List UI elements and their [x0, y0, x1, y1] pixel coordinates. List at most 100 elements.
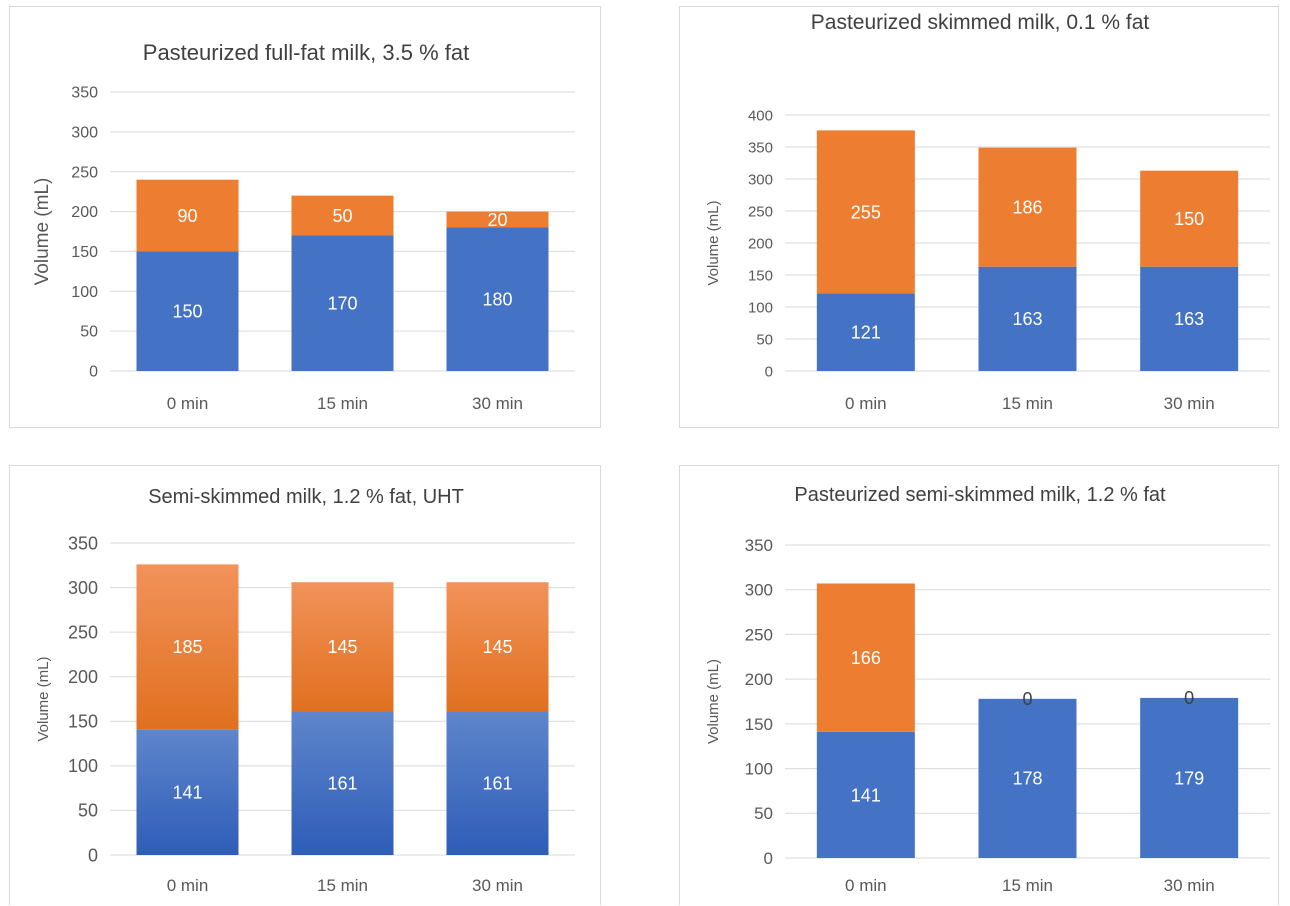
bar-top: [291, 582, 394, 712]
chart-panel-full-fat: Pasteurized full-fat milk, 3.5 % fat 0 50 1…: [9, 6, 601, 428]
data-label: 163: [1012, 309, 1042, 329]
data-label: 150: [1174, 209, 1204, 229]
data-label: 170: [327, 294, 357, 314]
data-label: 121: [851, 323, 881, 343]
data-label: 186: [1012, 197, 1042, 217]
x-tick-label: 15 min: [317, 394, 368, 413]
data-label: 161: [482, 774, 512, 794]
data-label: 145: [482, 637, 512, 657]
y-tick-label: 150: [745, 715, 773, 734]
chart-skimmed: Pasteurized skimmed milk, 0.1 % fat 0 50 10…: [705, 11, 1270, 413]
chart-semi-skimmed-uht: Semi-skimmed milk, 1.2 % fat, UHT 0 50 100 1…: [35, 486, 575, 895]
bar-base: [816, 293, 915, 371]
chart-panel-skimmed: Pasteurized skimmed milk, 0.1 % fat 0 50 10…: [679, 6, 1279, 428]
y-tick-label: 150: [71, 244, 98, 261]
bar-base: [291, 711, 394, 855]
bar-top: [291, 195, 394, 236]
data-label: 179: [1174, 768, 1204, 788]
data-label: 0: [1022, 689, 1032, 709]
y-tick-label: 250: [68, 622, 98, 642]
y-tick-label: 100: [71, 284, 98, 301]
bar-top: [446, 211, 549, 228]
y-tick-label: 50: [756, 331, 773, 348]
y-tick-label: 400: [748, 107, 773, 124]
y-tick-label: 0: [765, 363, 773, 380]
chart-panel-semi-skimmed-pasteurized: Pasteurized semi-skimmed milk, 1.2 % fat…: [679, 465, 1279, 905]
y-tick-label: 300: [68, 578, 98, 598]
bar-base: [291, 235, 394, 371]
bar-base: [446, 227, 549, 371]
y-tick-label: 200: [745, 670, 773, 689]
bar-top: [446, 582, 549, 712]
data-label: 180: [482, 290, 512, 310]
x-tick-label: 15 min: [1002, 394, 1053, 413]
x-tick-label: 0 min: [845, 394, 887, 413]
y-tick-label: 100: [68, 756, 98, 776]
bar-top: [978, 147, 1077, 267]
bar-base: [816, 731, 915, 858]
y-tick-label: 100: [748, 299, 773, 316]
y-tick-label: 300: [71, 124, 98, 141]
y-tick-label: 0: [89, 364, 98, 381]
data-label: 255: [851, 202, 881, 222]
bar-base: [136, 729, 239, 855]
y-tick-label: 0: [764, 849, 773, 868]
y-tick-label: 150: [748, 267, 773, 284]
bar-top: [1140, 170, 1239, 267]
y-tick-label: 0: [88, 845, 98, 865]
data-label: 163: [1174, 309, 1204, 329]
data-label: 141: [172, 782, 202, 802]
bar-base: [446, 711, 549, 855]
y-tick-label: 300: [748, 171, 773, 188]
data-label: 178: [1012, 769, 1042, 789]
data-label: 20: [487, 210, 507, 230]
chart-title: Semi-skimmed milk, 1.2 % fat, UHT: [148, 486, 464, 508]
y-tick-label: 350: [748, 139, 773, 156]
bar-top: [136, 179, 239, 252]
y-axis-label: Volume (mL): [705, 200, 722, 285]
y-tick-label: 250: [745, 625, 773, 644]
y-tick-label: 250: [71, 164, 98, 181]
y-tick-label: 100: [745, 760, 773, 779]
bar-base: [1140, 266, 1239, 371]
y-tick-label: 350: [68, 533, 98, 553]
y-axis-label: Volume (mL): [705, 659, 722, 744]
bar-top: [816, 130, 915, 294]
data-label: 150: [172, 302, 202, 322]
y-tick-label: 350: [745, 536, 773, 555]
x-tick-label: 30 min: [1164, 394, 1215, 413]
y-tick-label: 50: [754, 804, 773, 823]
data-label: 185: [172, 637, 202, 657]
y-tick-label: 300: [745, 581, 773, 600]
chart-full-fat: Pasteurized full-fat milk, 3.5 % fat 0 50 1…: [32, 40, 575, 413]
chart-title: Pasteurized full-fat milk, 3.5 % fat: [143, 40, 469, 65]
bar-top: [816, 583, 915, 732]
data-label: 161: [327, 774, 357, 794]
data-label: 50: [332, 206, 352, 226]
chart-title: Pasteurized semi-skimmed milk, 1.2 % fat: [794, 484, 1166, 506]
data-label: 166: [851, 648, 881, 668]
data-label: 0: [1184, 688, 1194, 708]
x-tick-label: 0 min: [167, 876, 209, 895]
bar-base: [136, 251, 239, 371]
x-tick-label: 30 min: [1164, 876, 1215, 895]
chart-title: Pasteurized skimmed milk, 0.1 % fat: [811, 11, 1150, 34]
y-tick-label: 200: [748, 235, 773, 252]
y-tick-label: 150: [68, 712, 98, 732]
x-tick-label: 0 min: [167, 394, 209, 413]
data-label: 145: [327, 637, 357, 657]
y-axis-label: Volume (mL): [35, 656, 52, 741]
bar-base: [1140, 697, 1239, 858]
bar-base: [978, 266, 1077, 371]
x-tick-label: 30 min: [472, 394, 523, 413]
data-label: 141: [851, 785, 881, 805]
chart-panel-semi-skimmed-uht: Semi-skimmed milk, 1.2 % fat, UHT 0 50 100 1…: [9, 465, 601, 905]
y-tick-label: 350: [71, 85, 98, 102]
y-tick-label: 200: [71, 204, 98, 221]
x-tick-label: 30 min: [472, 876, 523, 895]
x-tick-label: 0 min: [845, 876, 887, 895]
y-tick-label: 200: [68, 667, 98, 687]
y-tick-label: 250: [748, 203, 773, 220]
bar-top: [136, 564, 239, 730]
x-tick-label: 15 min: [1002, 876, 1053, 895]
